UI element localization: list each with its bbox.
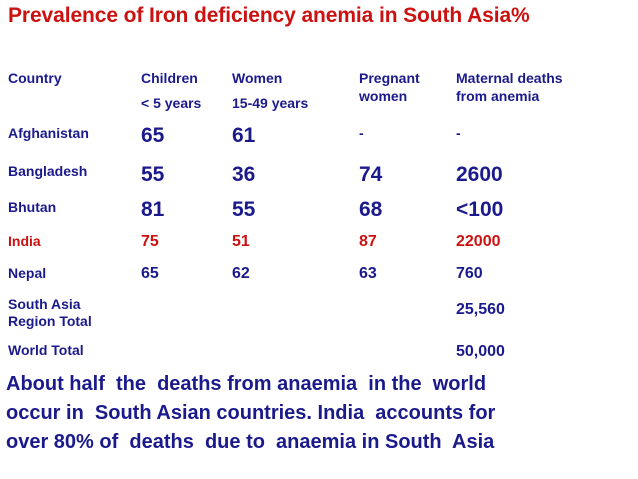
page-title: Prevalence of Iron deficiency anemia in … bbox=[8, 4, 530, 27]
header-children-sub: < 5 years bbox=[141, 95, 202, 111]
header-children: Children bbox=[141, 70, 198, 86]
row-children: 81 bbox=[141, 198, 165, 221]
row-women: 61 bbox=[232, 124, 256, 147]
total-world-label: World Total bbox=[8, 342, 84, 358]
row-pregnant: 87 bbox=[359, 233, 377, 250]
row-country: Bangladesh bbox=[8, 163, 88, 179]
row-children: 75 bbox=[141, 233, 159, 250]
row-children: 55 bbox=[141, 163, 165, 186]
summary-line-1: About half the deaths from anaemia in th… bbox=[6, 373, 487, 395]
summary-line-3: over 80% of deaths due to anaemia in Sou… bbox=[6, 431, 495, 453]
row-deaths: - bbox=[456, 125, 461, 141]
header-country: Country bbox=[8, 70, 62, 86]
row-country: Afghanistan bbox=[8, 125, 89, 141]
header-pregnant-sub: women bbox=[359, 88, 408, 104]
row-children: 65 bbox=[141, 265, 159, 282]
row-country: Bhutan bbox=[8, 199, 57, 215]
row-women: 55 bbox=[232, 198, 256, 221]
row-deaths: 22000 bbox=[456, 233, 501, 250]
row-pregnant: 68 bbox=[359, 198, 383, 221]
row-women: 36 bbox=[232, 163, 256, 186]
header-women-sub: 15-49 years bbox=[232, 95, 309, 111]
row-deaths: 760 bbox=[456, 265, 483, 282]
row-women: 62 bbox=[232, 265, 250, 282]
total-world-deaths: 50,000 bbox=[456, 343, 505, 360]
header-women: Women bbox=[232, 70, 283, 86]
row-women: 51 bbox=[232, 233, 250, 250]
row-pregnant: 63 bbox=[359, 265, 377, 282]
row-pregnant: - bbox=[359, 125, 364, 141]
row-deaths: 2600 bbox=[456, 163, 503, 186]
header-pregnant: Pregnant bbox=[359, 70, 420, 86]
summary-text: About half the deaths from anaemia in th… bbox=[6, 370, 495, 457]
row-country: Nepal bbox=[8, 265, 47, 281]
row-country: India bbox=[8, 233, 41, 249]
header-deaths: Maternal deaths bbox=[456, 70, 563, 86]
row-deaths: <100 bbox=[456, 198, 504, 221]
header-deaths-sub: from anemia bbox=[456, 88, 540, 104]
total-region-deaths: 25,560 bbox=[456, 301, 505, 318]
total-region-label-sub: Region Total bbox=[8, 313, 92, 329]
summary-line-2: occur in South Asian countries. India ac… bbox=[6, 402, 496, 424]
row-pregnant: 74 bbox=[359, 163, 383, 186]
row-children: 65 bbox=[141, 124, 165, 147]
total-region-label: South Asia bbox=[8, 296, 81, 312]
